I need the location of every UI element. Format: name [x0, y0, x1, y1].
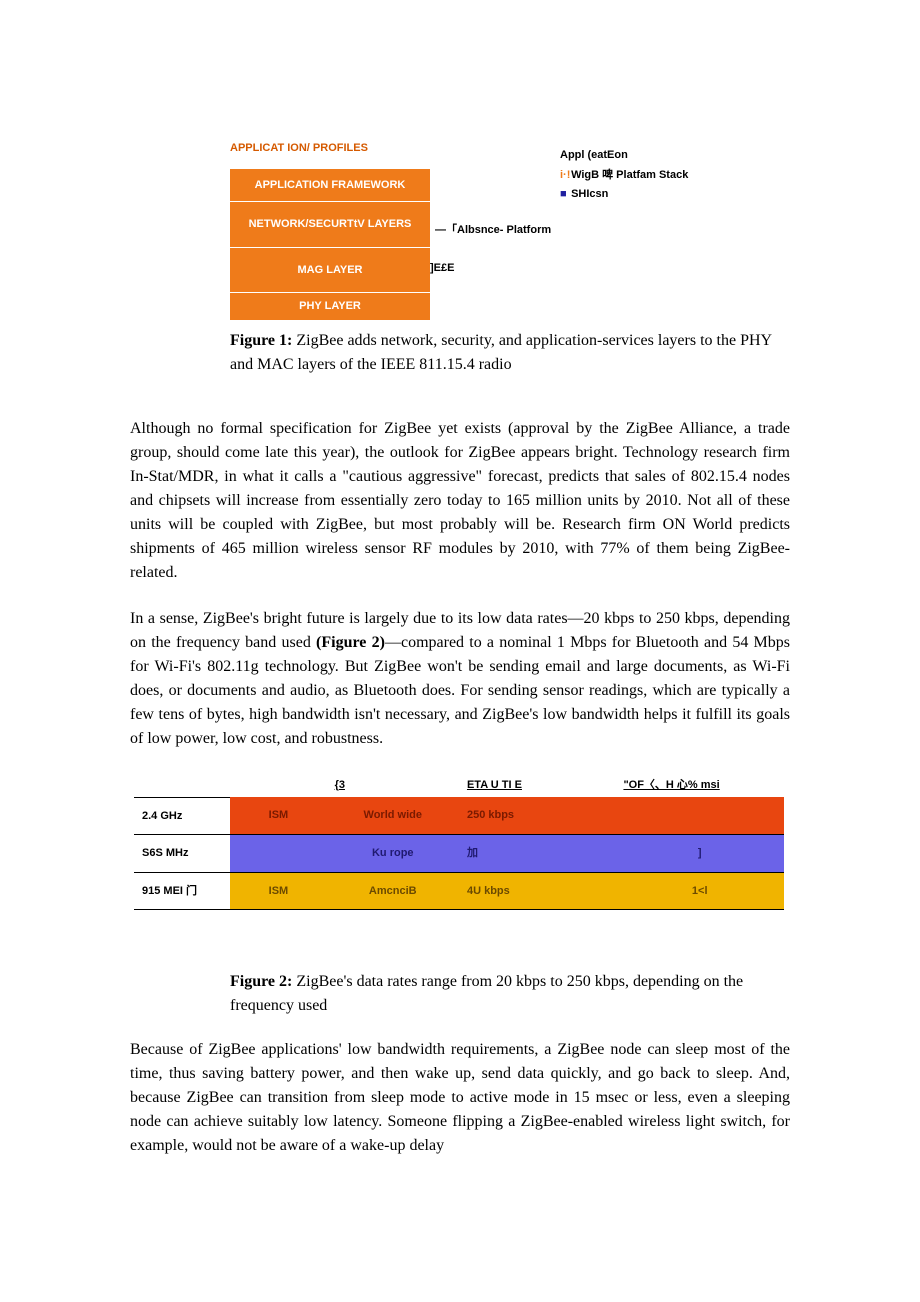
protocol-stack: APPLICAT ION/ PROFILES APPLICATION FRAME…	[230, 140, 430, 321]
cell-type	[230, 835, 326, 873]
header-datarate: ETA U TI E	[459, 773, 615, 798]
legend-marker-silicon-icon: ■	[560, 186, 568, 194]
cell-channels: ]	[615, 835, 784, 873]
figure-2-caption: Figure 2: ZigBee's data rates range from…	[230, 970, 790, 1018]
legend-application: Appl (eatEon	[560, 147, 688, 164]
cell-type: ISM	[230, 872, 326, 910]
figure-2-caption-text: ZigBee's data rates range from 20 kbps t…	[230, 973, 743, 1014]
table-header-row: {3 ETA U TI E "OF〈、H 心% msi	[134, 773, 784, 798]
cell-channels: 1<l	[615, 872, 784, 910]
table-row: S6S MHz Ku rope加]	[134, 835, 784, 873]
cell-band: 2.4 GHz	[134, 797, 230, 835]
cell-datarate: 250 kbps	[459, 797, 615, 835]
cell-region: World wide	[327, 797, 459, 835]
figure-1-caption: Figure 1: ZigBee adds network, security,…	[230, 329, 790, 377]
figure-2: {3 ETA U TI E "OF〈、H 心% msi 2.4 GHzISMWo…	[134, 773, 790, 911]
cell-band: 915 MEI 门	[134, 872, 230, 910]
figure-2-caption-label: Figure 2:	[230, 973, 292, 990]
header-type	[230, 773, 326, 798]
cell-channels	[615, 797, 784, 835]
stack-title: APPLICAT ION/ PROFILES	[230, 140, 430, 157]
stack-layer-network-security: NETWORK/SECURTtV LAYERS	[230, 202, 430, 248]
cell-region: Ku rope	[327, 835, 459, 873]
stack-layer-mac: MAG LAYER	[230, 248, 430, 294]
figure-1: APPLICAT ION/ PROFILES APPLICATION FRAME…	[230, 140, 790, 377]
figure-1-caption-text: ZigBee adds network, security, and appli…	[230, 332, 771, 373]
legend-silicon: SHIcsn	[571, 188, 608, 200]
header-region: {3	[327, 773, 459, 798]
cell-datarate: 4U kbps	[459, 872, 615, 910]
body-paragraph-1: Although no formal specification for Zig…	[130, 417, 790, 585]
legend-marker-zigbee-icon: i·!	[560, 167, 568, 175]
cell-region: AmcnciB	[327, 872, 459, 910]
cell-band: S6S MHz	[134, 835, 230, 873]
figure-2-table: {3 ETA U TI E "OF〈、H 心% msi 2.4 GHzISMWo…	[134, 773, 784, 911]
cell-type: ISM	[230, 797, 326, 835]
annotation-alliance-platform: —「Albsnce- Platform	[435, 224, 551, 237]
figure-1-caption-label: Figure 1:	[230, 332, 292, 349]
header-band	[134, 773, 230, 798]
figure-1-diagram: APPLICAT ION/ PROFILES APPLICATION FRAME…	[230, 140, 790, 321]
header-channels: "OF〈、H 心% msi	[615, 773, 784, 798]
stack-layer-application-framework: APPLICATION FRAMEWORK	[230, 169, 430, 203]
table-row: 2.4 GHzISMWorld wide250 kbps	[134, 797, 784, 835]
cell-datarate: 加	[459, 835, 615, 873]
body-paragraph-2: In a sense, ZigBee's bright future is la…	[130, 607, 790, 751]
table-row: 915 MEI 门ISMAmcnciB4U kbps1<l	[134, 872, 784, 910]
stack-layer-phy: PHY LAYER	[230, 293, 430, 321]
annotation-ieee: ]E£E	[430, 260, 454, 277]
figure-1-legend: Appl (eatEon i·! WigB 啤 Platfam Stack ■ …	[560, 147, 688, 206]
body-paragraph-3: Because of ZigBee applications' low band…	[130, 1038, 790, 1158]
legend-zigbee-platform: WigB 啤 Platfam Stack	[571, 169, 688, 181]
body-paragraph-2-figref: (Figure 2)	[316, 634, 385, 651]
